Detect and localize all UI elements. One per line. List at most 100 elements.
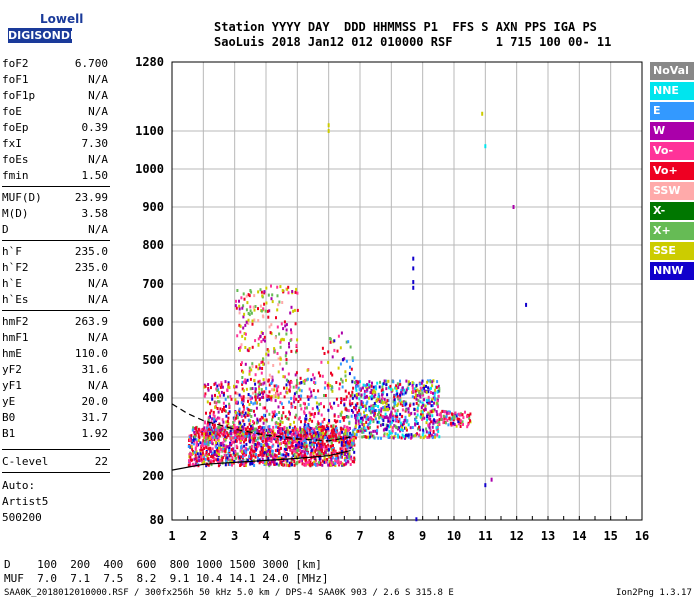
echo-point bbox=[419, 415, 422, 419]
echo-point bbox=[364, 396, 367, 399]
echo-point bbox=[262, 427, 265, 431]
echo-point bbox=[440, 418, 443, 421]
param-value: N/A bbox=[88, 379, 108, 392]
echo-point bbox=[388, 417, 391, 421]
echo-point bbox=[288, 389, 291, 393]
echo-point bbox=[290, 328, 292, 332]
echo-point bbox=[389, 384, 392, 388]
echo-point bbox=[376, 397, 379, 401]
echo-point bbox=[353, 460, 356, 464]
echo-point bbox=[195, 438, 198, 442]
echo-point bbox=[250, 436, 253, 440]
echo-point bbox=[231, 456, 234, 460]
echo-point bbox=[332, 448, 335, 452]
echo-point bbox=[271, 436, 274, 440]
echo-point bbox=[258, 379, 261, 383]
echo-point bbox=[265, 301, 268, 305]
echo-point bbox=[318, 409, 321, 413]
echo-point bbox=[391, 435, 394, 439]
echo-point bbox=[376, 413, 379, 417]
echo-point bbox=[195, 461, 198, 465]
echo-point bbox=[250, 425, 252, 429]
echo-point bbox=[295, 349, 298, 353]
echo-point bbox=[384, 379, 387, 383]
echo-point bbox=[228, 463, 231, 466]
echo-point bbox=[330, 424, 333, 428]
echo-point bbox=[374, 385, 377, 389]
echo-point bbox=[341, 430, 344, 434]
echo-point bbox=[297, 400, 300, 403]
echo-point bbox=[243, 297, 246, 301]
echo-point bbox=[284, 440, 286, 444]
echo-point bbox=[382, 428, 385, 432]
echo-point bbox=[285, 463, 288, 467]
param-value: 7.30 bbox=[81, 137, 109, 150]
echo-point bbox=[344, 431, 347, 435]
echo-point bbox=[260, 371, 263, 375]
echo-point bbox=[281, 367, 284, 371]
echo-point bbox=[253, 318, 256, 322]
echo-point bbox=[455, 424, 458, 428]
echo-point bbox=[222, 449, 225, 453]
echo-point bbox=[407, 386, 410, 390]
echo-point bbox=[220, 443, 223, 447]
echo-point bbox=[288, 439, 291, 443]
echo-point bbox=[288, 345, 291, 349]
echo-point bbox=[308, 418, 311, 422]
echo-point bbox=[348, 421, 351, 425]
echo-point bbox=[340, 377, 343, 381]
echo-point bbox=[207, 443, 210, 447]
echo-point bbox=[251, 396, 253, 400]
echo-point bbox=[309, 432, 312, 436]
echo-point bbox=[223, 405, 225, 409]
param-label: foF2 bbox=[2, 57, 29, 70]
echo-point bbox=[290, 305, 293, 309]
echo-point bbox=[213, 423, 216, 427]
echo-point bbox=[248, 427, 251, 431]
echo-point bbox=[190, 452, 193, 456]
echo-point bbox=[257, 380, 260, 384]
echo-point bbox=[206, 400, 209, 404]
isolated-echo-point bbox=[327, 123, 330, 128]
echo-point bbox=[222, 393, 225, 397]
echo-point bbox=[407, 410, 410, 414]
echo-point bbox=[284, 433, 287, 437]
echo-point bbox=[459, 419, 462, 423]
echo-point bbox=[303, 446, 306, 450]
echo-point bbox=[375, 431, 378, 435]
echo-point bbox=[256, 417, 259, 421]
echo-point bbox=[276, 308, 279, 312]
echo-point bbox=[304, 417, 307, 421]
echo-point bbox=[336, 454, 339, 458]
echo-point bbox=[226, 445, 229, 449]
echo-point bbox=[227, 412, 230, 415]
echo-point bbox=[333, 401, 336, 405]
echo-point bbox=[385, 408, 388, 412]
echo-point bbox=[217, 438, 220, 442]
echo-point bbox=[324, 436, 327, 439]
echo-point bbox=[411, 381, 414, 385]
echo-point bbox=[268, 373, 271, 377]
echo-point bbox=[325, 424, 328, 428]
echo-point bbox=[344, 428, 347, 432]
echo-point bbox=[298, 443, 301, 447]
echo-point bbox=[242, 389, 245, 393]
legend-item: X+ bbox=[650, 222, 694, 240]
echo-point bbox=[394, 414, 397, 418]
echo-point bbox=[243, 407, 246, 411]
echo-point bbox=[458, 417, 461, 421]
param-value: N/A bbox=[88, 105, 108, 118]
echo-point bbox=[216, 446, 219, 450]
echo-point bbox=[261, 451, 264, 455]
echo-point bbox=[379, 413, 382, 417]
echo-point bbox=[238, 413, 241, 417]
echo-point bbox=[207, 416, 210, 420]
echo-point bbox=[414, 389, 417, 393]
echo-point bbox=[283, 447, 286, 451]
echo-point bbox=[401, 433, 404, 437]
echo-point bbox=[426, 415, 429, 418]
echo-point bbox=[371, 381, 373, 385]
param-row: foF1p N/A bbox=[2, 88, 108, 104]
echo-point bbox=[212, 435, 215, 439]
echo-point bbox=[301, 436, 304, 440]
